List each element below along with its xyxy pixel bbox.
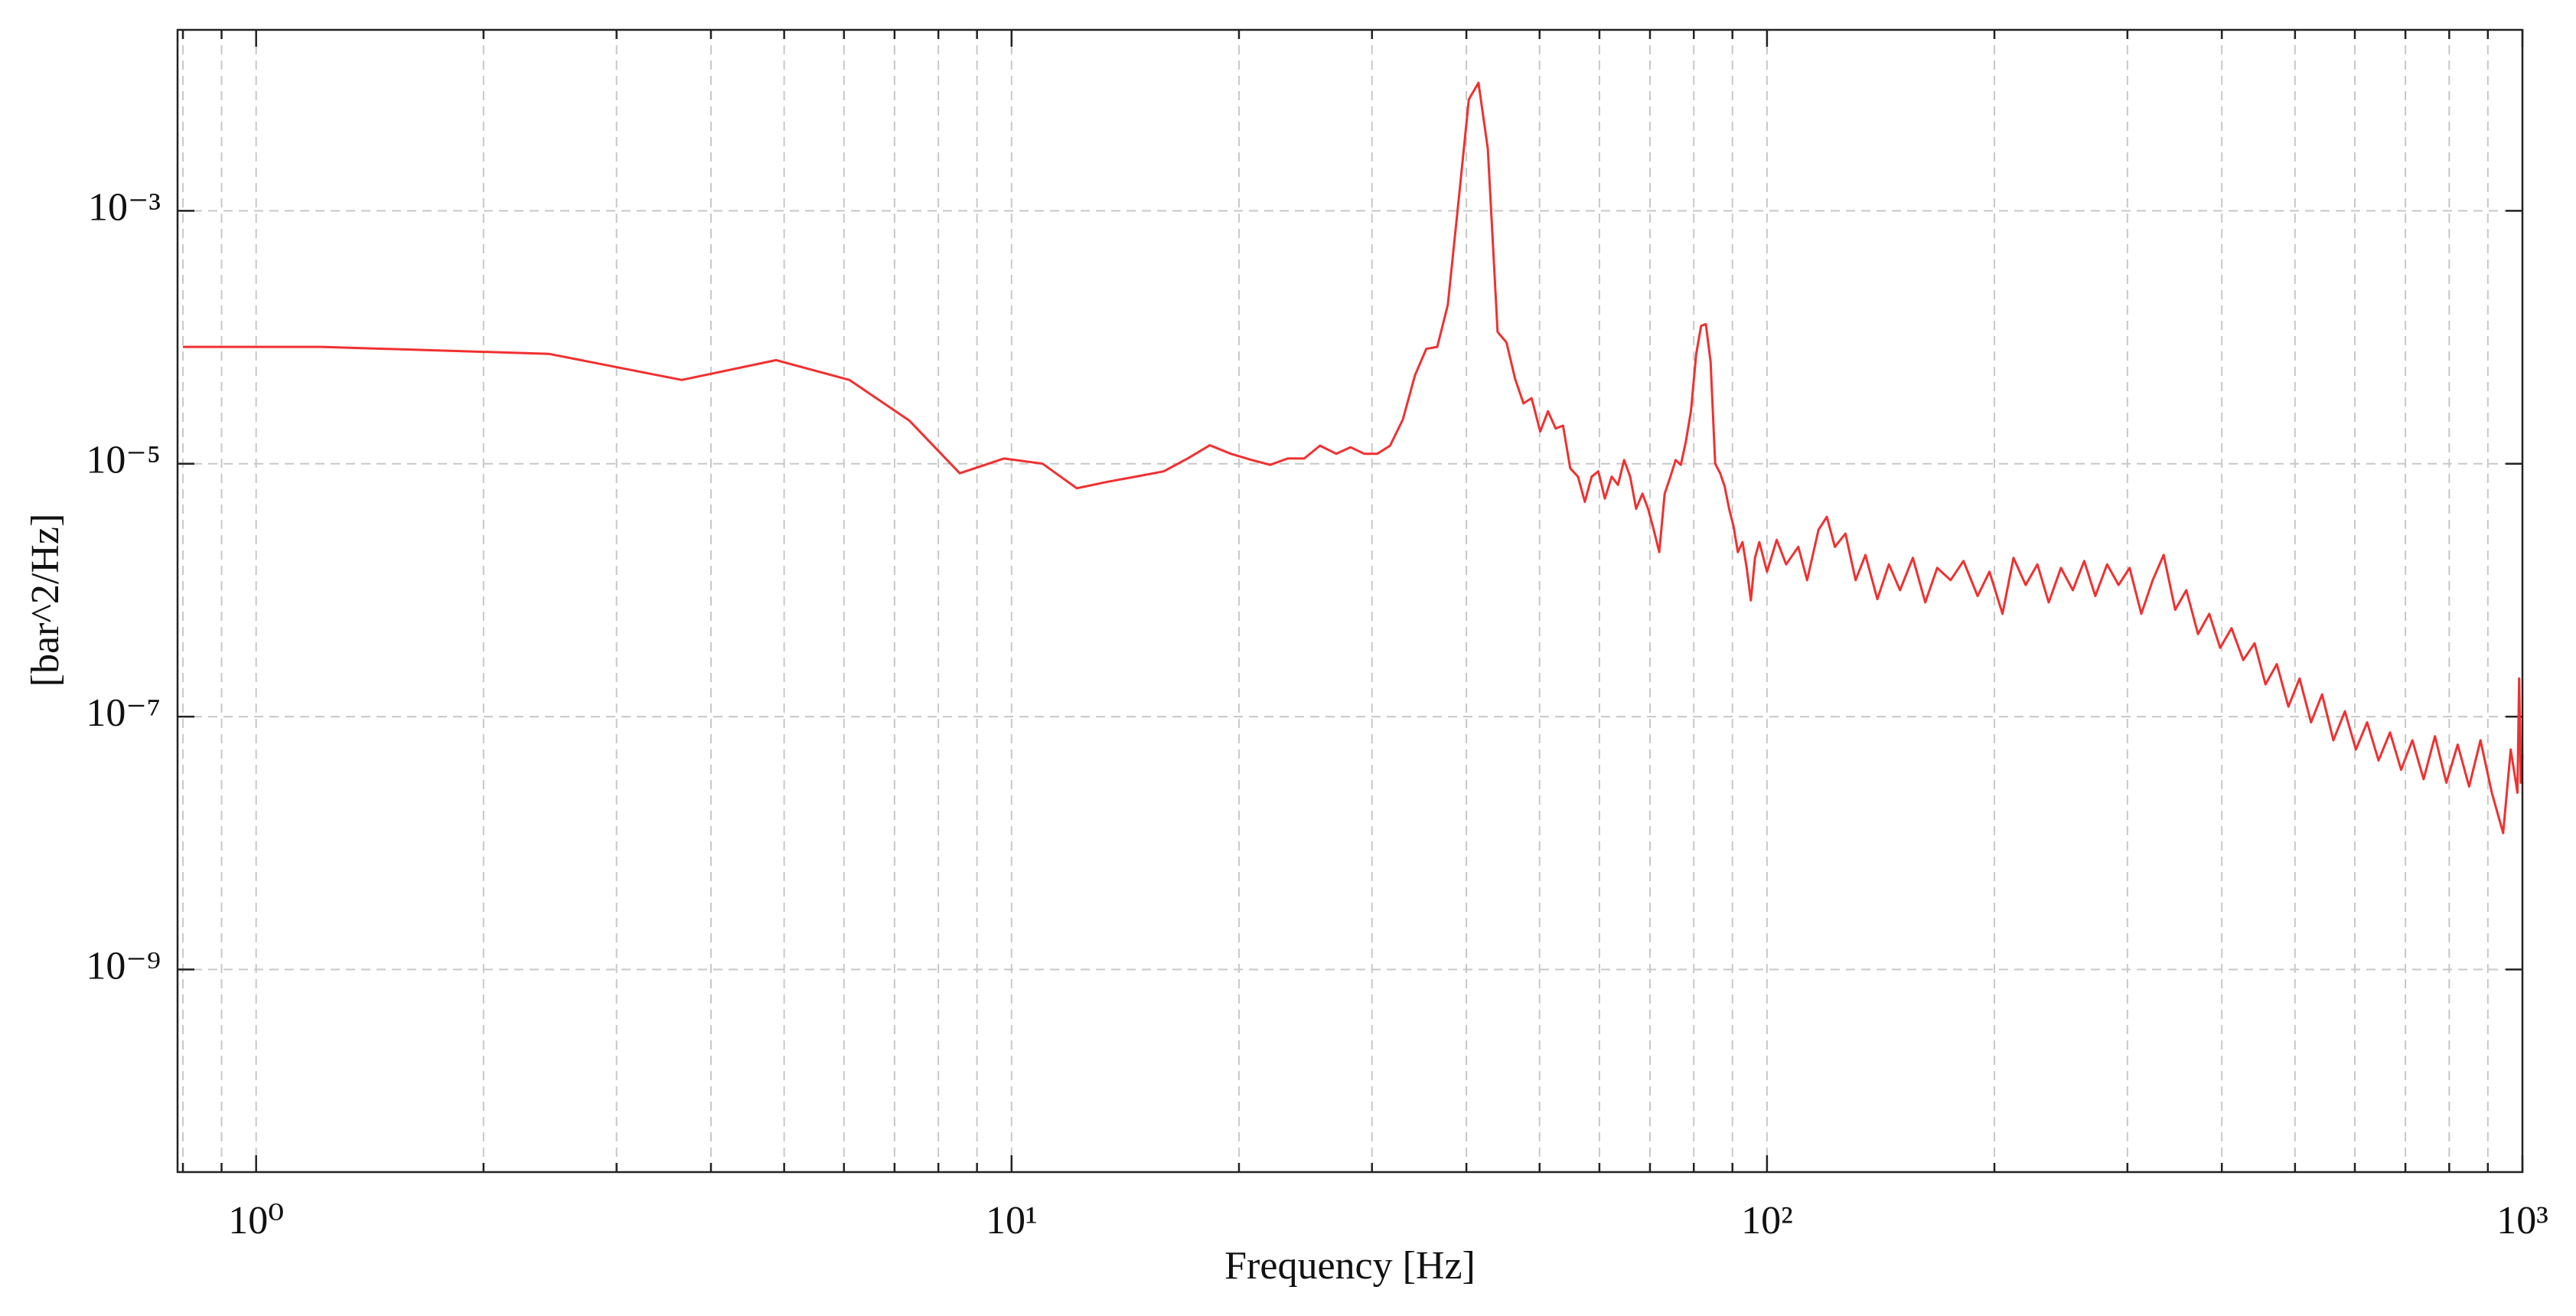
x-tick-label: 10² <box>1741 1199 1793 1243</box>
y-tick-label: 10⁻⁷ <box>86 691 161 735</box>
x-tick-label: 10¹ <box>986 1199 1038 1243</box>
x-axis-label: Frequency [Hz] <box>1224 1244 1475 1288</box>
y-tick-label: 10⁻³ <box>88 185 161 229</box>
data-line <box>183 81 2524 834</box>
x-tick-label: 10³ <box>2496 1199 2548 1243</box>
y-tick-label: 10⁻⁵ <box>86 439 161 482</box>
x-tick-label: 10⁰ <box>228 1199 284 1243</box>
y-tick-label: 10⁻⁹ <box>86 944 161 988</box>
plot-frame <box>176 28 2524 1174</box>
y-axis-label: [bar^2/Hz] <box>24 514 67 687</box>
